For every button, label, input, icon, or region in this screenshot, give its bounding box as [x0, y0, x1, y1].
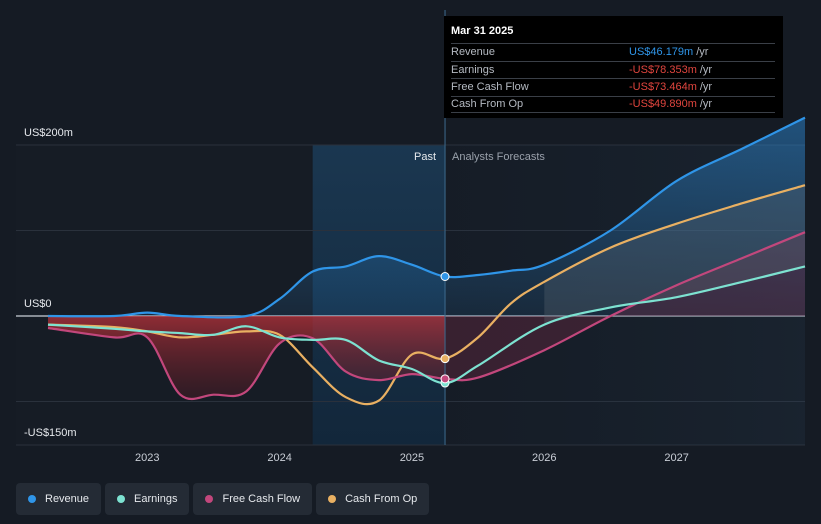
tooltip-unit: /yr	[699, 81, 713, 94]
series-line-free-cash-flow	[47, 231, 806, 401]
legend-dot-icon	[28, 495, 36, 503]
forecast-band-area	[544, 185, 805, 325]
legend-item-earnings[interactable]: Earnings	[105, 483, 190, 515]
series-line-cash-from-op	[47, 184, 806, 406]
tooltip-row-earnings: Earnings -US$78.353m /yr	[451, 60, 775, 79]
legend-item-cash-from-op[interactable]: Cash From Op	[316, 483, 430, 515]
marker-revenue	[440, 271, 450, 281]
tooltip-unit: /yr	[696, 46, 709, 59]
revenue-area	[48, 117, 805, 318]
tooltip-value: -US$49.890m	[629, 98, 697, 111]
legend: Revenue Earnings Free Cash Flow Cash Fro…	[16, 483, 430, 515]
legend-dot-icon	[205, 495, 214, 503]
x-axis-tick-label: 2025	[400, 452, 424, 464]
plot-background	[16, 145, 311, 445]
y-axis-label: US$0	[24, 298, 52, 310]
tooltip-markers	[440, 271, 450, 388]
tooltip-row-cash-from-op: Cash From Op -US$49.890m /yr	[451, 95, 775, 113]
legend-label: Cash From Op	[345, 493, 418, 505]
x-axis-tick-label: 2023	[135, 452, 159, 464]
legend-dot-icon	[117, 495, 126, 503]
tooltip-value: -US$78.353m	[629, 63, 697, 76]
past-label: Past	[414, 151, 436, 163]
x-axis-tick-label: 2027	[664, 452, 688, 464]
legend-label: Revenue	[45, 493, 90, 505]
tooltip-label: Free Cash Flow	[451, 81, 529, 94]
marker-free-cash-flow	[440, 374, 450, 384]
x-axis-tick-label: 2026	[532, 452, 556, 464]
tooltip: Mar 31 2025 Revenue US$46.179m /yr Earni…	[444, 16, 783, 118]
tooltip-date: Mar 31 2025	[451, 25, 514, 37]
tooltip-unit: /yr	[699, 98, 713, 111]
forecast-label: Analysts Forecasts	[452, 151, 545, 163]
legend-dot-icon	[328, 495, 337, 503]
tooltip-label: Revenue	[451, 46, 496, 59]
series-line-revenue	[47, 116, 806, 319]
legend-label: Free Cash Flow	[222, 493, 301, 505]
legend-item-revenue[interactable]: Revenue	[16, 483, 102, 515]
tooltip-value: -US$73.464m	[629, 81, 697, 94]
x-axis-labels: 2023 2024 2025 2026 2027	[135, 452, 689, 464]
series-line-earnings	[47, 265, 806, 385]
tooltip-row-free-cash-flow: Free Cash Flow -US$73.464m /yr	[451, 78, 775, 96]
y-axis-label: US$200m	[24, 127, 73, 139]
legend-label: Earnings	[134, 493, 178, 505]
tooltip-unit: /yr	[699, 63, 713, 76]
x-axis-tick-label: 2024	[267, 452, 291, 464]
tooltip-label: Earnings	[451, 63, 495, 76]
tooltip-value: US$46.179m	[629, 46, 694, 59]
y-axis-label: -US$150m	[24, 427, 77, 439]
tooltip-label: Cash From Op	[451, 98, 524, 111]
tooltip-row-revenue: Revenue US$46.179m /yr	[451, 43, 775, 61]
y-axis-labels: US$200m US$0 -US$150m	[24, 127, 77, 439]
marker-cash-from-op	[440, 354, 450, 364]
legend-item-free-cash-flow[interactable]: Free Cash Flow	[193, 483, 313, 515]
forecast-negative-area	[445, 232, 805, 380]
series-lines	[47, 116, 806, 406]
